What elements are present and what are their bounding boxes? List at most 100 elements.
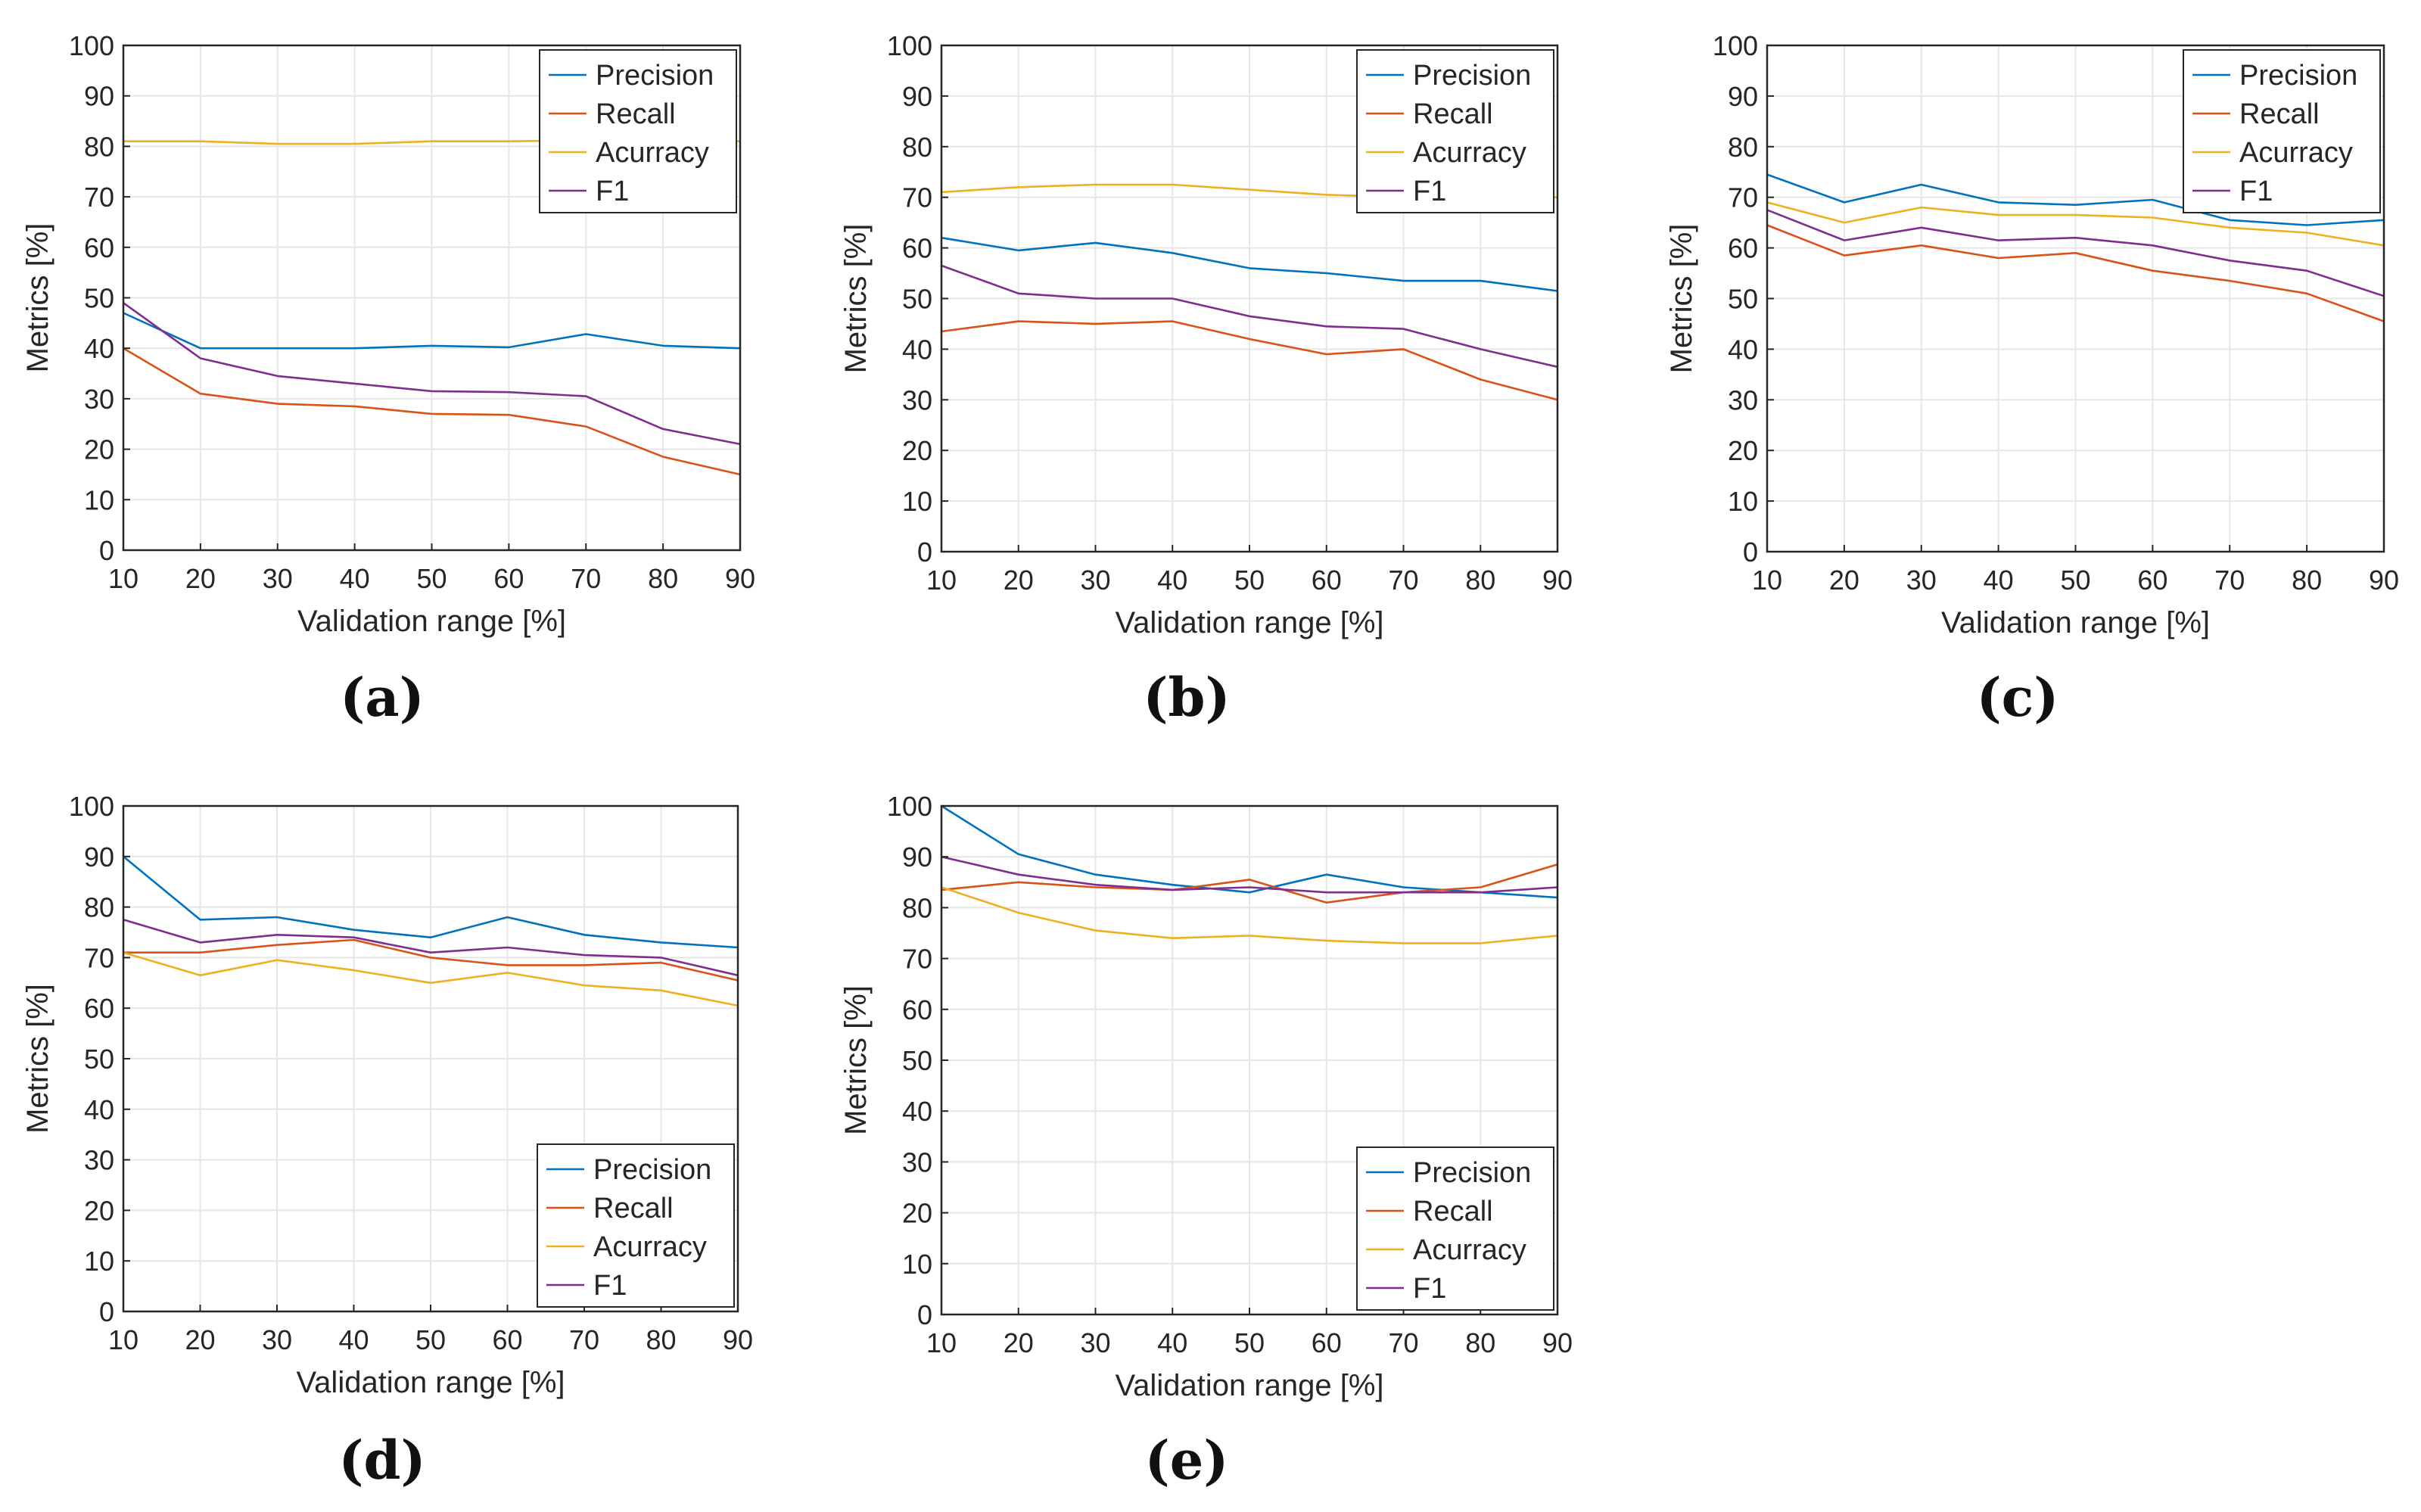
- legend-label-f1: F1: [1413, 1273, 1446, 1305]
- legend-label-recall: Recall: [596, 98, 676, 130]
- y-tick-label: 90: [902, 81, 932, 112]
- y-axis-label: Metrics [%]: [1665, 224, 1698, 374]
- y-tick-label: 0: [99, 1296, 114, 1327]
- x-tick-label: 70: [571, 563, 601, 594]
- legend-label-acurracy: Acurracy: [2239, 137, 2353, 169]
- y-tick-label: 90: [902, 842, 932, 873]
- series-line-acurracy: [1766, 201, 2385, 247]
- y-axis-label: Metrics [%]: [839, 224, 873, 374]
- x-tick-label: 10: [1752, 565, 1782, 596]
- y-tick-label: 30: [902, 1146, 932, 1178]
- y-axis-label: Metrics [%]: [839, 985, 873, 1135]
- chart-d: 10 20 30 40 50 60 70 80 900102030405060708090100…: [21, 791, 753, 1399]
- legend: Precision Recall Acurracy F1: [539, 49, 737, 213]
- y-tick-label: 40: [84, 333, 114, 364]
- y-tick-label: 50: [84, 283, 114, 314]
- caption-d: (d): [338, 1429, 426, 1492]
- series-line-precision: [941, 236, 1558, 292]
- y-tick-label: 100: [1713, 30, 1758, 61]
- x-tick-label: 10: [108, 1324, 138, 1355]
- y-tick-label: 10: [84, 1246, 114, 1277]
- x-tick-label: 30: [1080, 565, 1110, 596]
- legend-label-f1: F1: [593, 1270, 627, 1302]
- legend-label-recall: Recall: [1413, 1196, 1493, 1227]
- series-line-recall: [1766, 224, 2385, 322]
- series-line-acurracy: [123, 951, 739, 1007]
- y-tick-label: 0: [1743, 537, 1758, 568]
- legend: Precision Recall Acurracy F1: [1356, 49, 1554, 213]
- series-line-precision: [123, 855, 739, 949]
- y-tick-label: 80: [1728, 132, 1758, 163]
- y-tick-label: 80: [902, 892, 932, 923]
- y-tick-label: 70: [1728, 182, 1758, 213]
- x-tick-label: 20: [1004, 565, 1034, 596]
- x-tick-label: 80: [2292, 565, 2322, 596]
- y-tick-label: 60: [84, 993, 114, 1024]
- y-tick-label: 40: [84, 1094, 114, 1125]
- x-tick-label: 20: [1004, 1327, 1034, 1358]
- legend-box: [537, 1143, 735, 1308]
- y-tick-label: 0: [99, 535, 114, 566]
- x-tick-label: 70: [1388, 1327, 1418, 1358]
- y-tick-label: 10: [902, 1249, 932, 1280]
- legend-label-acurracy: Acurracy: [596, 137, 709, 169]
- series-line-recall: [123, 938, 739, 982]
- y-tick-label: 70: [84, 182, 114, 213]
- x-tick-label: 70: [569, 1324, 599, 1355]
- y-tick-label: 100: [69, 30, 114, 61]
- y-tick-label: 40: [902, 334, 932, 365]
- legend-label-precision: Precision: [2239, 60, 2357, 92]
- y-tick-label: 20: [1728, 435, 1758, 466]
- series-line-recall: [123, 347, 741, 476]
- legend-box: [1356, 1146, 1554, 1311]
- y-tick-label: 10: [84, 484, 114, 515]
- y-tick-label: 20: [902, 435, 932, 466]
- x-tick-label: 20: [185, 1324, 215, 1355]
- x-tick-label: 90: [725, 563, 755, 594]
- x-tick-label: 40: [338, 1324, 369, 1355]
- x-tick-label: 50: [415, 1324, 446, 1355]
- legend-box: [539, 49, 737, 213]
- chart-c: 10 20 30 40 50 60 70 80 900102030405060708090100…: [1665, 30, 2399, 639]
- y-tick-label: 80: [902, 132, 932, 163]
- x-tick-label: 10: [926, 565, 957, 596]
- y-tick-label: 20: [902, 1198, 932, 1229]
- x-tick-label: 60: [493, 563, 524, 594]
- y-tick-label: 50: [902, 284, 932, 315]
- y-tick-label: 10: [1728, 486, 1758, 517]
- legend-label-acurracy: Acurracy: [1413, 1234, 1526, 1266]
- legend-label-f1: F1: [596, 176, 629, 207]
- legend-label-precision: Precision: [1413, 60, 1531, 92]
- y-tick-label: 10: [902, 486, 932, 517]
- y-tick-label: 70: [902, 182, 932, 213]
- y-tick-label: 70: [902, 944, 932, 975]
- y-tick-label: 30: [84, 1145, 114, 1176]
- y-tick-label: 0: [917, 537, 932, 568]
- series-line-recall: [941, 320, 1558, 401]
- legend-label-precision: Precision: [593, 1154, 711, 1186]
- series-line-precision: [1766, 173, 2385, 226]
- x-tick-label: 60: [492, 1324, 522, 1355]
- x-tick-label: 90: [2369, 565, 2399, 596]
- legend-label-recall: Recall: [1413, 98, 1493, 130]
- x-tick-label: 40: [1157, 565, 1187, 596]
- legend-label-f1: F1: [1413, 176, 1446, 207]
- x-tick-label: 70: [2214, 565, 2245, 596]
- y-tick-label: 90: [1728, 81, 1758, 112]
- chart-e: 10 20 30 40 50 60 70 80 900102030405060708090100…: [839, 791, 1573, 1402]
- x-tick-label: 30: [1906, 565, 1937, 596]
- chart-b: 10 20 30 40 50 60 70 80 900102030405060708090100…: [839, 30, 1573, 639]
- y-tick-label: 50: [84, 1044, 114, 1075]
- y-tick-label: 50: [1728, 284, 1758, 315]
- y-tick-label: 0: [917, 1299, 932, 1330]
- series-line-precision: [941, 804, 1558, 899]
- legend-box: [2183, 49, 2381, 213]
- x-tick-label: 60: [2137, 565, 2167, 596]
- y-tick-label: 60: [84, 232, 114, 263]
- y-tick-label: 100: [69, 791, 114, 822]
- x-axis-label: Validation range [%]: [1115, 606, 1383, 639]
- x-tick-label: 20: [1829, 565, 1859, 596]
- y-tick-label: 30: [84, 384, 114, 415]
- series-line-acurracy: [941, 886, 1558, 944]
